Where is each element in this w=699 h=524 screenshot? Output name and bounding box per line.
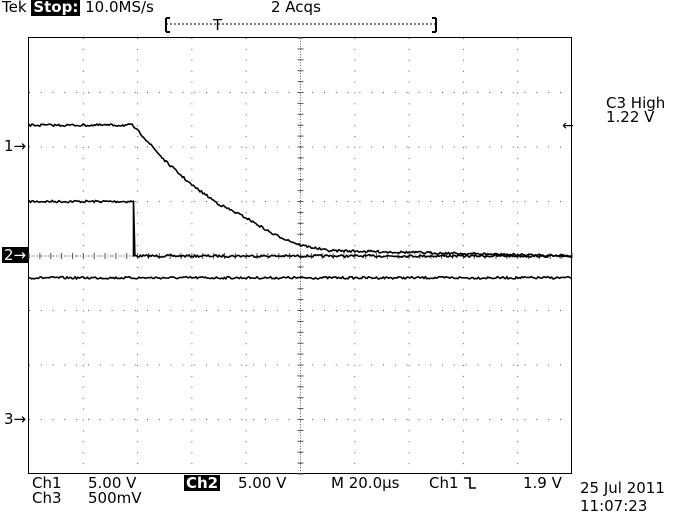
ch2-label: Ch2 [184, 474, 221, 492]
date-readout: 25 Jul 2011 [580, 479, 665, 497]
ch2-scale: 5.00 V [238, 474, 287, 492]
record-bracket [165, 17, 437, 33]
trigger-position-marker: T [213, 16, 223, 34]
time-readout: 11:07:23 [580, 497, 648, 515]
ch1-scale: 5.00 V [88, 474, 137, 492]
traces [28, 123, 573, 280]
measurement-title: C3 High [606, 94, 666, 112]
trace-ch3 [28, 123, 573, 258]
ch1-label: Ch1 [32, 474, 62, 492]
acquisition-count: 2 Acqs [271, 0, 321, 16]
ch2-ground-marker: 2→ [2, 246, 29, 264]
trigger-source: Ch1 [429, 474, 459, 492]
trigger-level-readout: 1.9 V [523, 474, 562, 492]
brand-label: Tek [2, 0, 27, 16]
trigger-level-arrow: ← [562, 118, 574, 134]
header-bar: Tek Stop: 10.0MS/s [2, 0, 154, 16]
ch3-scale: 500mV [88, 489, 142, 507]
sample-rate-label: 10.0MS/s [85, 0, 154, 16]
falling-edge-icon [464, 477, 476, 489]
timebase-readout: M 20.0µs [331, 474, 400, 492]
trace-ch2 [28, 275, 573, 280]
ch1-ground-marker: 1→ [4, 137, 27, 155]
measurement-value: 1.22 V [606, 108, 655, 126]
ch3-ground-marker: 3→ [4, 410, 27, 428]
ch2-ground-marker-text: 2→ [4, 246, 27, 264]
trace-ch1 [28, 199, 573, 258]
run-state-badge: Stop: [31, 0, 81, 16]
ch3-label: Ch3 [32, 489, 62, 507]
